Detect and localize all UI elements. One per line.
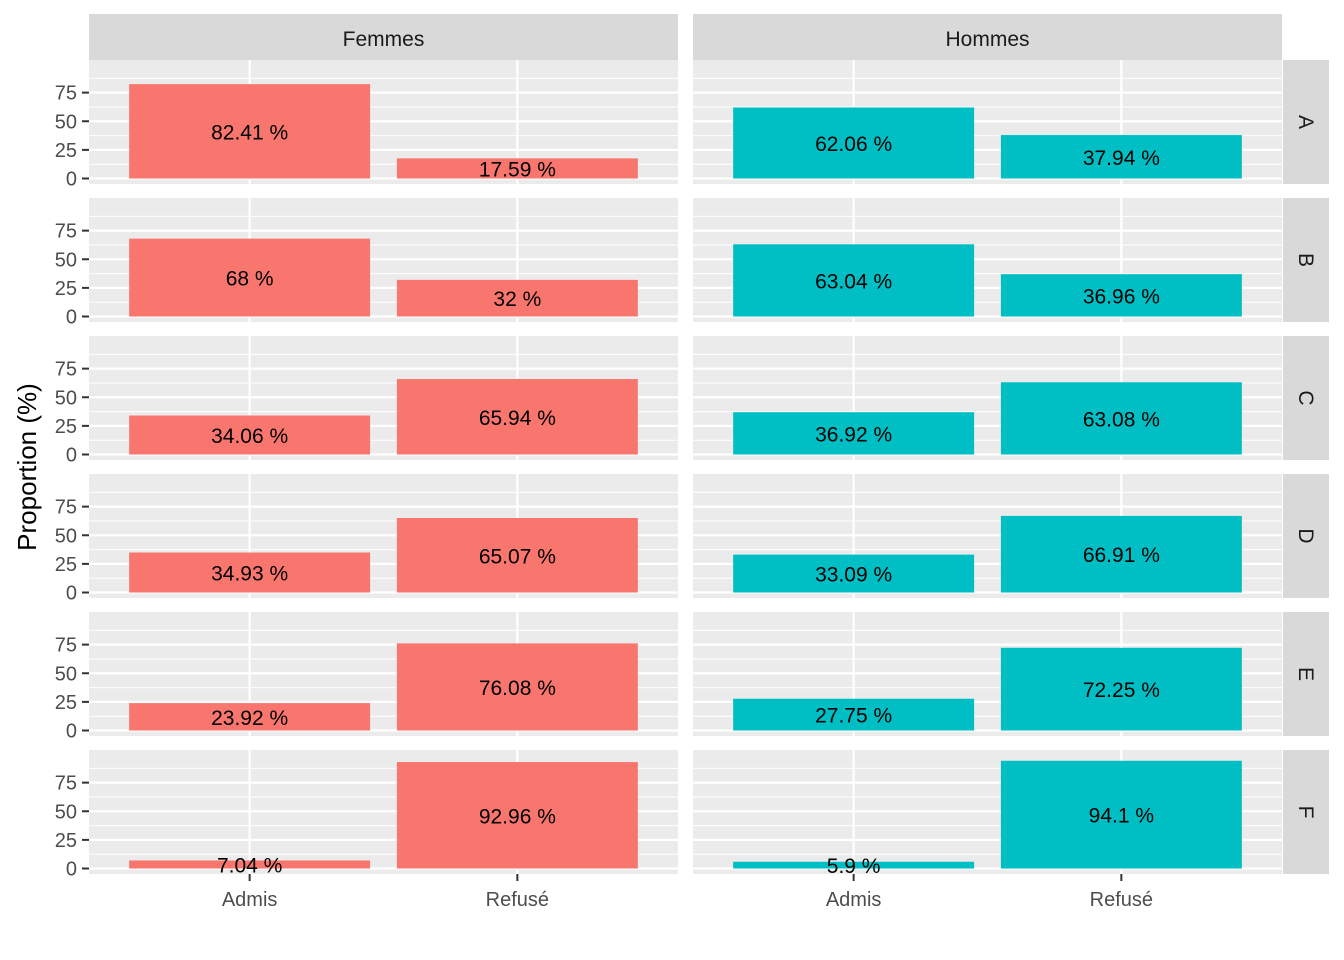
bar-label: 37.94 % [1083,147,1160,170]
bar-label: 65.94 % [479,407,556,430]
bar-label: 34.93 % [211,563,288,586]
y-tick-label: 25 [55,416,77,438]
bar [396,279,638,317]
y-tick-label: 75 [55,497,77,519]
bar-label: 23.92 % [211,707,288,730]
strip-right-label: B [1294,253,1317,267]
y-tick-label: 0 [66,721,77,743]
bar [733,244,975,317]
y-tick-label: 75 [55,635,77,657]
bar [396,643,638,731]
bar [129,415,371,455]
strip-top-hommes [693,14,1282,60]
strip-right-a [1283,60,1329,184]
y-tick-label: 25 [55,140,77,162]
y-tick-label: 75 [55,359,77,381]
bar [129,552,371,593]
bar [733,107,975,179]
bar-label: 7.04 % [217,854,282,877]
bar [1000,760,1242,869]
bar [129,238,371,317]
x-tick-label: Admis [826,889,882,911]
bar-label: 63.08 % [1083,408,1160,431]
y-tick-label: 75 [55,83,77,105]
strip-right-label: E [1294,667,1317,681]
bar [396,518,638,593]
strip-top-label: Femmes [343,28,425,51]
bar [129,703,371,731]
y-tick-label: 50 [55,111,77,133]
bar [1000,382,1242,455]
y-tick-label: 75 [55,773,77,795]
y-tick-label: 25 [55,692,77,714]
bar-label: 65.07 % [479,545,556,568]
bar [733,698,975,731]
y-tick-label: 75 [55,221,77,243]
y-tick-label: 25 [55,830,77,852]
bar-label: 63.04 % [815,270,892,293]
bar-label: 34.06 % [211,425,288,448]
bar-label: 72.25 % [1083,679,1160,702]
strip-right-label: D [1294,528,1317,543]
y-tick-label: 50 [55,801,77,823]
x-tick-label: Refusé [486,889,549,911]
bar [1000,647,1242,731]
y-tick-label: 50 [55,525,77,547]
y-tick-label: 0 [66,859,77,881]
strip-right-label: F [1294,806,1317,819]
bar-label: 27.75 % [815,705,892,728]
strip-right-e [1283,612,1329,736]
bar [396,762,638,869]
bar [396,379,638,455]
y-tick-label: 50 [55,663,77,685]
y-tick-label: 25 [55,554,77,576]
bar [1000,515,1242,593]
bar-label: 5.9 % [827,855,881,878]
bar-label: 17.59 % [479,158,556,181]
strip-right-b [1283,198,1329,322]
strip-top-femmes [89,14,678,60]
bar-label: 36.92 % [815,423,892,446]
bar-label: 76.08 % [479,677,556,700]
x-tick-label: Admis [222,889,278,911]
bar-label: 62.06 % [815,133,892,156]
y-tick-label: 50 [55,387,77,409]
bar-label: 33.09 % [815,564,892,587]
bar [129,84,371,179]
bar-label: 92.96 % [479,805,556,828]
y-tick-label: 0 [66,169,77,191]
bar [1000,135,1242,179]
y-axis-title: Proportion (%) [12,383,42,551]
bar [733,554,975,593]
strip-right-d [1283,474,1329,598]
strip-right-label: C [1294,390,1317,405]
bar [733,412,975,455]
y-tick-label: 0 [66,445,77,467]
x-tick-label: Refusé [1090,889,1153,911]
strip-right-label: A [1294,115,1317,129]
bar [733,861,975,869]
bar-label: 32 % [493,288,541,311]
bar [129,860,371,869]
bar-label: 82.41 % [211,121,288,144]
strip-right-f [1283,750,1329,874]
bar [396,158,638,179]
bar-label: 36.96 % [1083,285,1160,308]
y-tick-label: 0 [66,307,77,329]
y-tick-label: 50 [55,249,77,271]
bar [1000,274,1242,317]
strip-right-c [1283,336,1329,460]
bar-label: 94.1 % [1089,805,1154,828]
y-tick-label: 25 [55,278,77,300]
y-tick-label: 0 [66,583,77,605]
bar-label: 68 % [226,268,274,291]
bar-label: 66.91 % [1083,544,1160,567]
strip-top-label: Hommes [945,28,1029,51]
